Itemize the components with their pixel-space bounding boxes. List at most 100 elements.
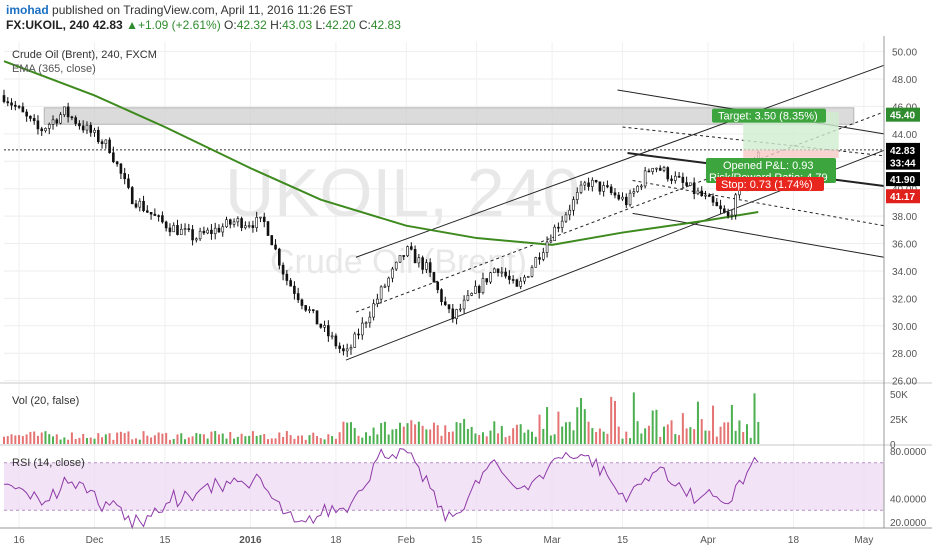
candle-body (112, 152, 115, 163)
candle-body (345, 348, 349, 352)
ema-line (3, 60, 759, 246)
volume-bar (715, 436, 718, 444)
volume-bar (52, 436, 55, 444)
volume-bar (368, 435, 371, 444)
candle-body (530, 266, 534, 277)
candle-body (398, 255, 402, 263)
candle-body (342, 348, 345, 352)
volume-bar (74, 438, 77, 444)
candle-body (308, 309, 311, 311)
volume-bar (432, 422, 435, 444)
candle-body (108, 139, 111, 154)
close-value: 42.83 (370, 18, 401, 32)
volume-bar (745, 424, 748, 444)
chart-header: imohad published on TradingView.com, Apr… (0, 0, 932, 36)
price-tag-box (886, 189, 920, 204)
author-link[interactable]: imohad (6, 3, 49, 17)
volume-bar (150, 437, 153, 444)
candle-body (259, 216, 262, 219)
volume-bar (263, 434, 266, 444)
pitchfork-dashed-lower (632, 179, 885, 227)
candle-body (81, 125, 85, 131)
volume-bar (500, 425, 503, 444)
time-tick-label: 2016 (239, 535, 262, 546)
volume-bar (270, 438, 273, 444)
position-tool[interactable]: Target: 3.50 (8.35%)Opened P&L: 0.93Risk… (706, 108, 839, 191)
candle-body (636, 185, 639, 192)
candle-body (511, 279, 515, 281)
candle-body (217, 227, 221, 233)
volume-bar (327, 434, 330, 444)
candle-body (425, 262, 428, 270)
volume-bar (25, 434, 28, 444)
price-tick-label: 26.00 (892, 377, 917, 388)
candle-body (127, 178, 130, 188)
volume-bar (157, 432, 160, 444)
candle-body (432, 272, 436, 283)
volume-bar (549, 435, 552, 444)
chart-canvas[interactable]: UKOIL, 240 Crude Oil (Brent) Target: 3.5… (0, 36, 932, 550)
grid-lines (4, 42, 884, 528)
candle-body (149, 211, 153, 215)
resistance-zone-rect (43, 107, 855, 125)
candle-body (236, 218, 240, 223)
price-tag-label: 41.17 (890, 192, 915, 203)
candle-body (96, 129, 100, 143)
candle-body (545, 241, 549, 253)
candle-body (485, 278, 489, 283)
price-tag-label: 42.83 (890, 146, 915, 157)
candle-body (526, 276, 530, 278)
candle-body (296, 293, 300, 301)
volume-bar (478, 435, 481, 444)
volume-bar (357, 435, 360, 444)
volume-bar (666, 424, 669, 444)
volume-bar (542, 428, 545, 444)
candle-body (459, 308, 462, 311)
time-tick-label: Apr (700, 535, 716, 546)
volume-bar (82, 434, 85, 444)
candle-body (66, 106, 70, 118)
volume-bar (598, 428, 601, 444)
volume-bar (353, 428, 356, 444)
candle-body (383, 285, 387, 288)
volume-bar (421, 425, 424, 444)
volume-bar (444, 425, 447, 444)
candle-body (617, 194, 621, 200)
price-tag-label: 33:44 (890, 159, 916, 170)
time-tick-label: May (854, 535, 873, 546)
volume-bar (331, 436, 334, 444)
volume-bar (282, 436, 285, 444)
candle-body (360, 322, 364, 336)
volume-bar (14, 435, 17, 444)
volume-bar (406, 423, 409, 444)
pnl-label: Opened P&L: 0.93 (723, 160, 814, 172)
volume-bar (636, 421, 639, 444)
candle-body (410, 246, 413, 250)
candle-body (523, 276, 526, 282)
symbol-label[interactable]: FX:UKOIL, 240 (6, 18, 90, 32)
candle-body (44, 128, 47, 132)
volume-tick-label: 25K (890, 415, 908, 426)
volume-bar (395, 428, 398, 444)
volume-bar (101, 437, 104, 444)
candle-body (504, 271, 507, 277)
volume-bar (523, 432, 526, 444)
volume-bar (753, 393, 756, 444)
candle-body (436, 281, 440, 290)
volume-bar (112, 439, 115, 444)
volume-bar (583, 409, 586, 444)
candle-body (304, 305, 308, 311)
candle-body (640, 185, 643, 188)
candle-body (198, 230, 202, 240)
volume-bar (108, 433, 111, 444)
candle-body (240, 218, 243, 229)
candle-body (564, 214, 568, 222)
candle-body (172, 225, 176, 233)
volume-bar (564, 422, 567, 444)
volume-bar (546, 407, 549, 444)
volume-bar (568, 421, 571, 444)
candle-body (583, 182, 587, 186)
volume-bar (625, 431, 628, 444)
candle-body (364, 322, 368, 325)
candle-body (632, 191, 636, 194)
